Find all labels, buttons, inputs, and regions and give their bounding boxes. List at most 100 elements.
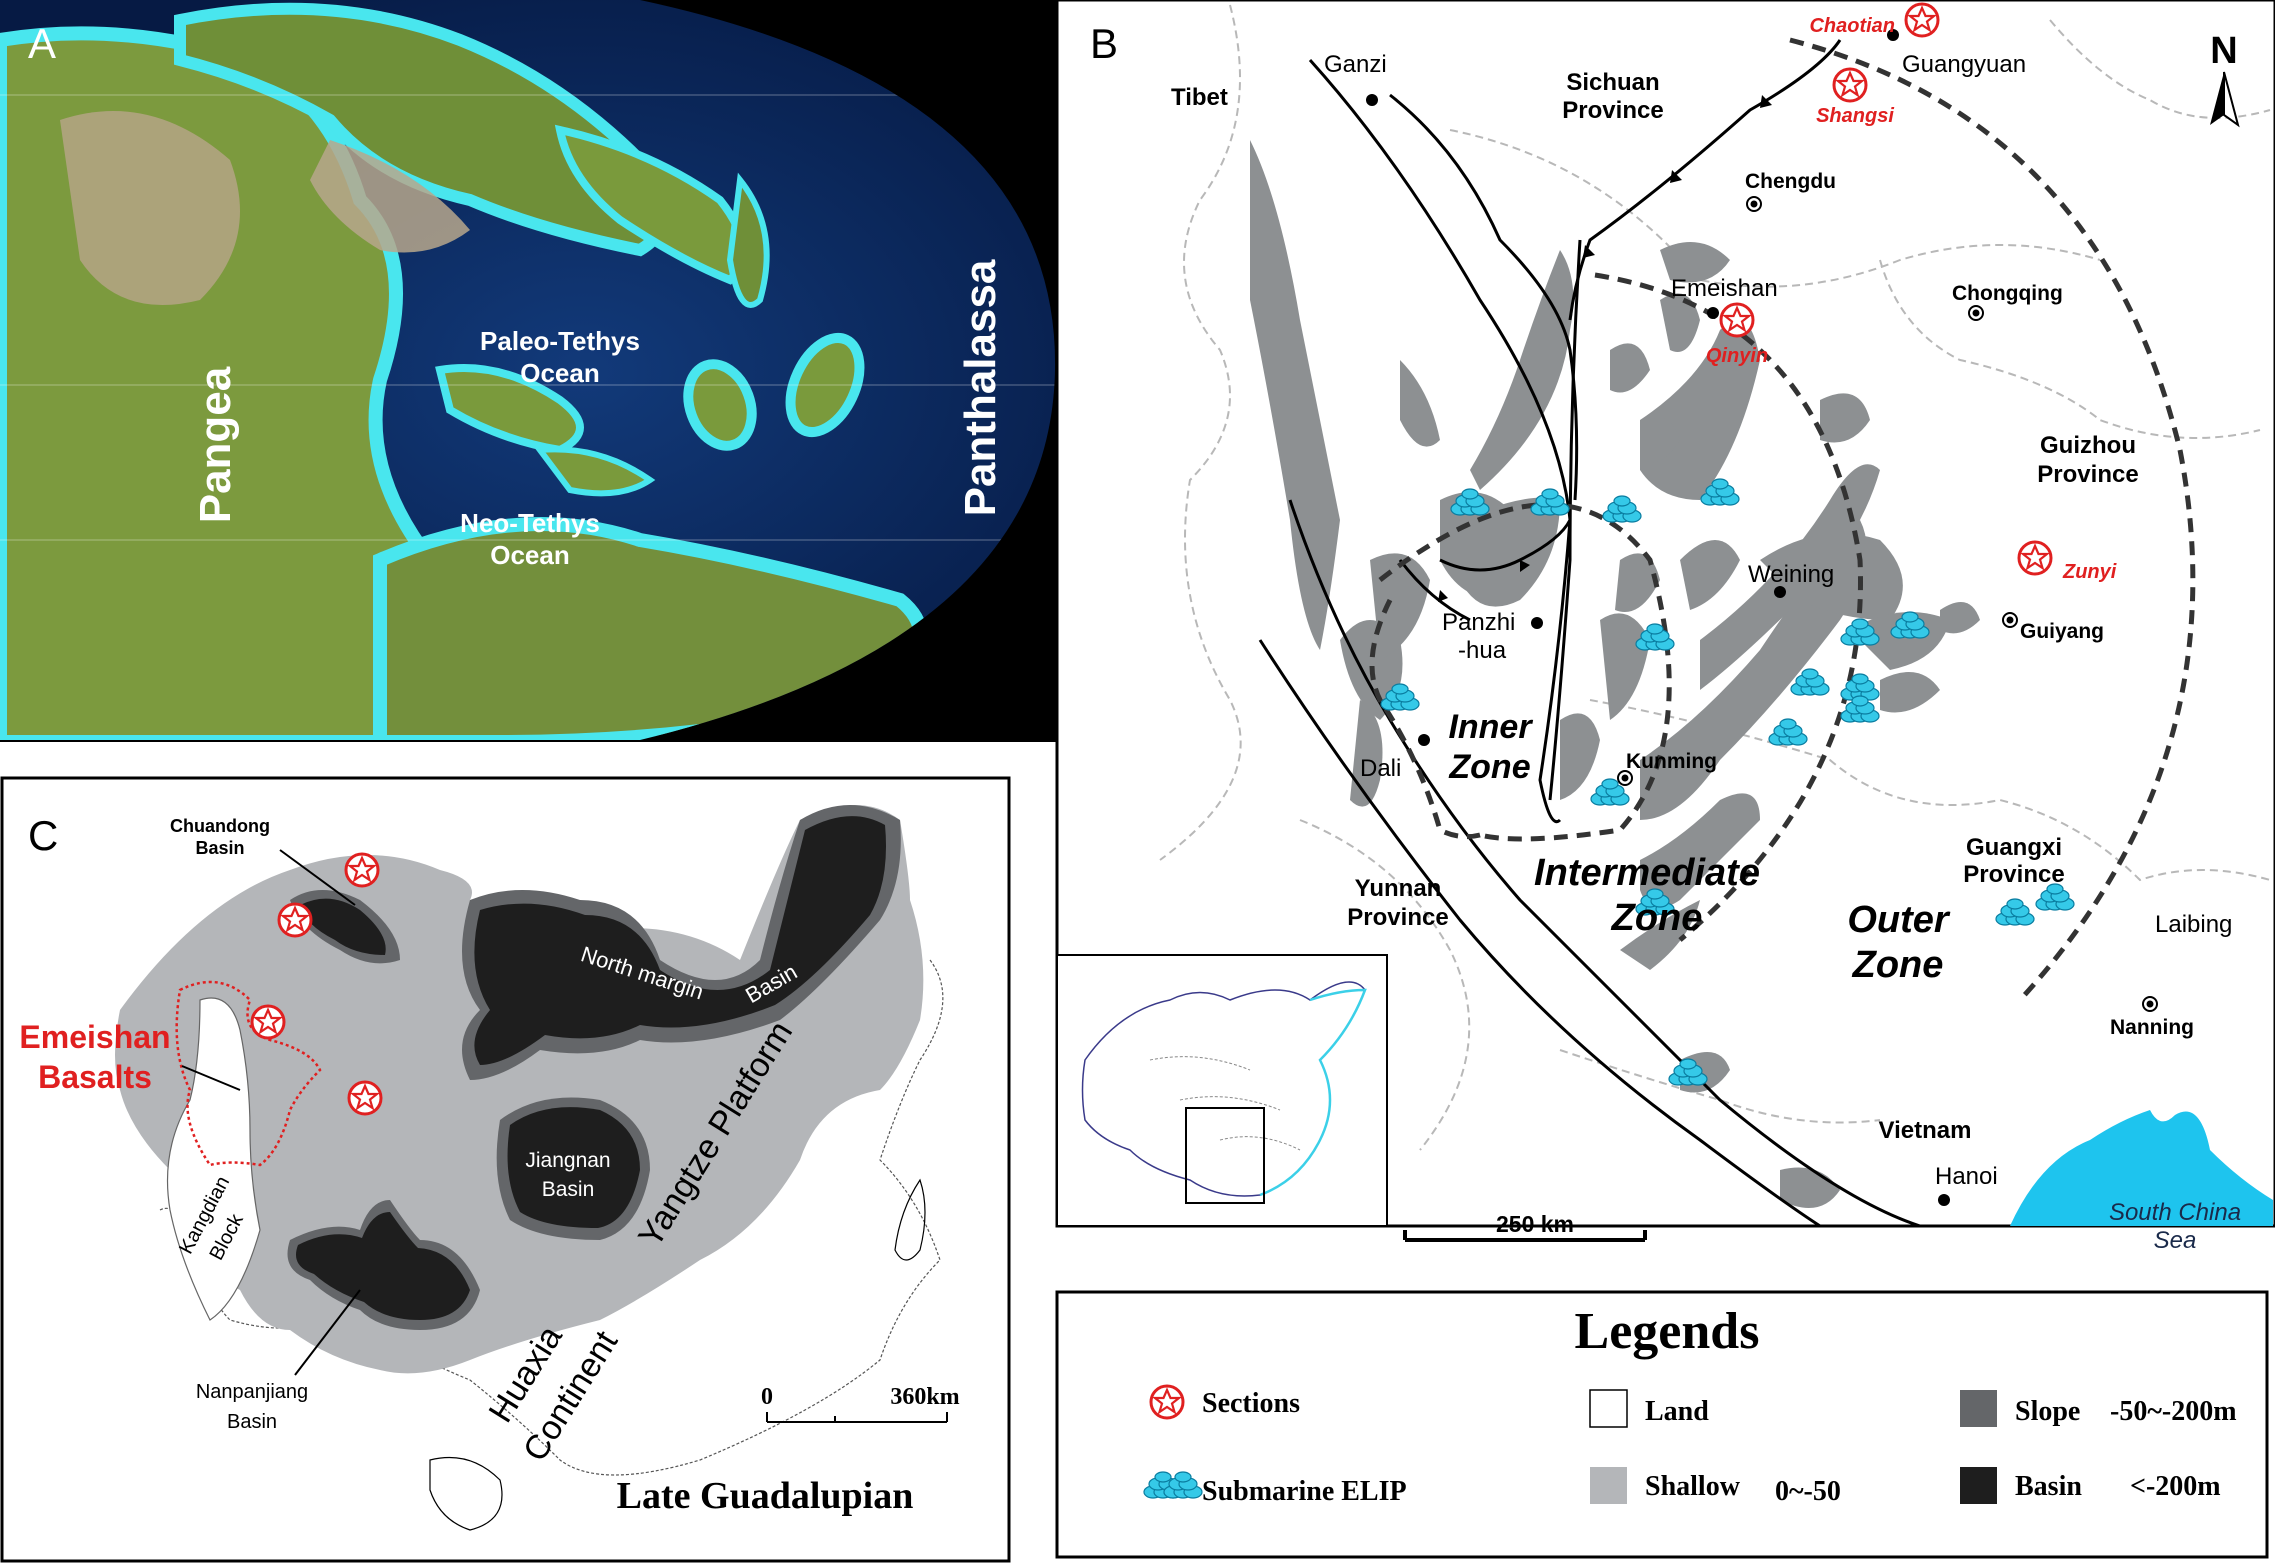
laibing-label: Laibing xyxy=(2155,911,2232,938)
legend-basin-label: Basin xyxy=(2015,1471,2082,1502)
chaotian-star xyxy=(1904,2,1940,38)
qinyin-star xyxy=(1719,302,1755,338)
sichuan-label-line2: Province xyxy=(1562,97,1663,124)
south-china-sea-label-line2: Sea xyxy=(2154,1227,2197,1254)
north-label: N xyxy=(2210,30,2237,72)
nanpanjiang-basin xyxy=(296,1212,470,1320)
chaotian-label: Chaotian xyxy=(1809,15,1895,37)
city-markers xyxy=(1366,29,1950,1206)
legend-shallow-swatch xyxy=(1590,1467,1627,1504)
legend-land-label: Land xyxy=(1645,1396,1709,1427)
legend-slope-swatch xyxy=(1960,1390,1997,1427)
ganzi-point xyxy=(1366,94,1378,106)
scale-max-label: 360km xyxy=(890,1384,959,1410)
legend-slope-label: Slope xyxy=(2015,1396,2080,1427)
guizhou-label-line1: Guizhou xyxy=(2040,432,2136,459)
intermediate-zone-label-line1: Intermediate xyxy=(1534,852,1760,894)
shangsi-star xyxy=(1832,67,1868,103)
paleo-tethys-label-line1: Paleo-Tethys xyxy=(480,326,640,356)
south-china-sea xyxy=(2010,1110,2273,1226)
shangsi-label: Shangsi xyxy=(1816,105,1894,127)
tibet-label: Tibet xyxy=(1171,84,1228,111)
legend-shallow-label: Shallow xyxy=(1645,1471,1741,1502)
legend-land-swatch xyxy=(1589,1389,1628,1428)
chuandong-label-line2: Basin xyxy=(195,838,244,858)
weining-point xyxy=(1774,586,1786,598)
panel-c-scale-bar: 0 360km xyxy=(761,1384,960,1423)
legend-basin-range: <-200m xyxy=(2130,1471,2221,1502)
fault-lines xyxy=(1258,39,1921,1228)
legend-panel: Legends Sections Submarine ELIP Land Sha… xyxy=(1055,1290,2269,1559)
capital-markers xyxy=(1617,196,2158,1012)
intermediate-zone-boundary xyxy=(1594,272,1863,942)
guangyuan-point xyxy=(1887,29,1899,41)
emeishan-label: Emeishan xyxy=(1671,275,1778,302)
legend-sections-icon xyxy=(1149,1384,1185,1420)
panel-c-letter: C xyxy=(28,812,58,859)
intermediate-zone-label-line2: Zone xyxy=(1611,897,1703,939)
zone-boundaries xyxy=(1369,37,2196,1002)
period-label: Late Guadalupian xyxy=(617,1475,914,1517)
qinyin-label: Qinyin xyxy=(1706,345,1768,367)
hanoi-point xyxy=(1938,1194,1950,1206)
jiangnan-label-line1: Jiangnan xyxy=(525,1149,610,1172)
north-arrow: N xyxy=(2210,30,2240,128)
inner-zone-label-line2: Zone xyxy=(1448,748,1530,786)
emeishan-basalts-label-line1: Emeishan xyxy=(19,1019,170,1055)
paleogeographic-globe xyxy=(0,0,1056,740)
legend-shallow-range: 0~-50 xyxy=(1775,1476,1841,1507)
chuandong-label-line1: Chuandong xyxy=(170,816,270,836)
outer-zone-boundary xyxy=(1789,37,2196,1002)
legend-slope-range: -50~-200m xyxy=(2110,1396,2237,1427)
legend-frame xyxy=(1055,1290,2269,1559)
panel-a: A Pangea Paleo-Tethys Ocean Neo-Tethys O… xyxy=(0,0,1057,742)
neo-tethys-label-line1: Neo-Tethys xyxy=(460,508,600,538)
province-borders xyxy=(1159,4,2271,1151)
legend-basin-swatch xyxy=(1960,1467,1997,1504)
nanning-label: Nanning xyxy=(2110,1016,2194,1039)
yunnan-label-line1: Yunnan xyxy=(1355,875,1442,902)
jiangnan-basin xyxy=(507,1107,640,1228)
legend-title: Legends xyxy=(1575,1303,1760,1360)
inner-zone-label-line1: Inner xyxy=(1448,708,1533,746)
emeishan-point xyxy=(1707,307,1719,319)
ganzi-label: Ganzi xyxy=(1324,51,1387,78)
guangyuan-label: Guangyuan xyxy=(1902,51,2026,78)
scale-label: 250 km xyxy=(1496,1211,1574,1237)
yunnan-label-line2: Province xyxy=(1347,904,1448,931)
panel-c: C Chuandong Basin Emeishan xyxy=(0,776,1011,1563)
chengdu-label: Chengdu xyxy=(1745,170,1836,193)
inset-study-area-box xyxy=(1185,1107,1265,1204)
emeishan-basalts-outline xyxy=(175,980,322,1167)
panzhihua-label-line2: -hua xyxy=(1458,637,1507,664)
guangxi-label-line2: Province xyxy=(1963,861,2064,888)
guizhou-label-line2: Province xyxy=(2037,461,2138,488)
zone-labels: Inner Zone Intermediate Zone Outer Zone xyxy=(1448,708,1950,986)
panzhihua-label-line1: Panzhi xyxy=(1442,609,1515,636)
neo-tethys-label-line2: Ocean xyxy=(490,540,570,570)
scale-zero-label: 0 xyxy=(761,1384,773,1410)
guiyang-label: Guiyang xyxy=(2020,620,2104,643)
emeishan-basalts-label-line2: Basalts xyxy=(38,1059,152,1095)
hanoi-label: Hanoi xyxy=(1935,1163,1998,1190)
vietnam-label: Vietnam xyxy=(1879,1117,1972,1144)
panel-b-letter: B xyxy=(1090,20,1118,67)
china-inset-map xyxy=(1056,954,1388,1227)
paleo-tethys-label-line2: Ocean xyxy=(520,358,600,388)
guangxi-label-line1: Guangxi xyxy=(1966,834,2062,861)
panel-b: B N Tibet Ganzi Sichuan Province Guangyu… xyxy=(1055,0,2275,1254)
chongqing-label: Chongqing xyxy=(1952,282,2063,305)
nanpanjiang-label-line1: Nanpanjiang xyxy=(196,1381,308,1403)
panel-b-scale-bar: 250 km xyxy=(1403,1211,1647,1242)
thrust-markers xyxy=(1438,95,1772,602)
pangea-label: Pangea xyxy=(191,366,240,523)
outer-zone-label-line1: Outer xyxy=(1847,899,1951,941)
inner-zone-boundary xyxy=(1378,502,1672,842)
dali-point xyxy=(1418,734,1430,746)
sichuan-label-line1: Sichuan xyxy=(1566,69,1659,96)
north-margin-basin xyxy=(474,816,886,1065)
dali-label: Dali xyxy=(1360,755,1401,782)
nanpanjiang-label-line2: Basin xyxy=(227,1411,277,1433)
zunyi-label: Zunyi xyxy=(2062,561,2117,583)
